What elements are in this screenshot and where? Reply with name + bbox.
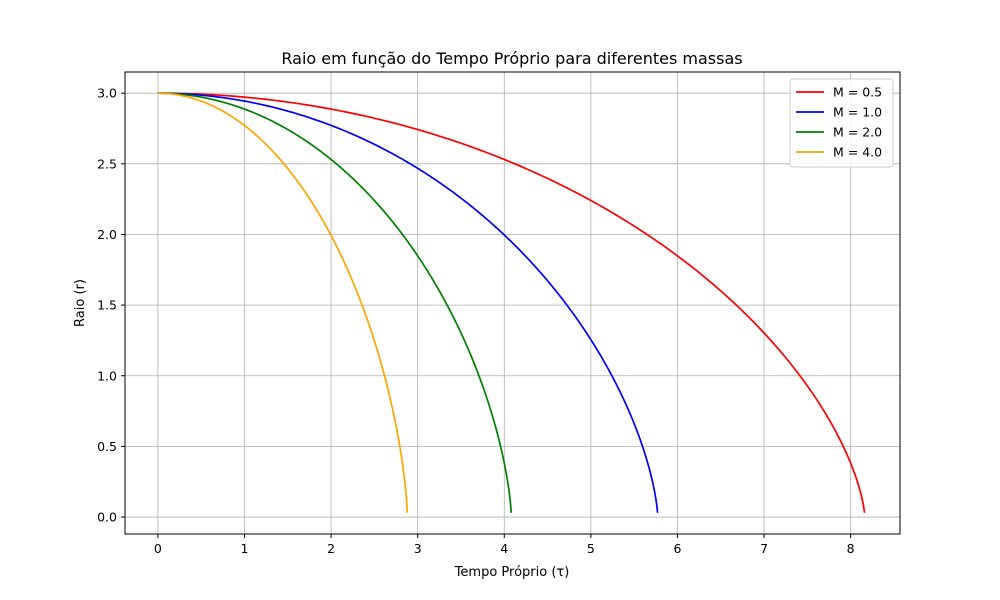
y-axis-ticks: 0.0 0.5 1.0 1.5 2.0 2.5 3.0 xyxy=(97,86,125,525)
legend-label: M = 0.5 xyxy=(833,85,882,100)
x-tick-label: 8 xyxy=(847,541,855,556)
x-tick-label: 6 xyxy=(673,541,681,556)
x-tick-label: 3 xyxy=(414,541,422,556)
series-line-m-2 xyxy=(157,92,513,513)
x-tick-label: 7 xyxy=(760,541,768,556)
x-tick-label: 1 xyxy=(241,541,249,556)
legend: M = 0.5 M = 1.0 M = 2.0 M = 4.0 xyxy=(789,78,894,168)
series-line-m-1 xyxy=(157,92,659,513)
grid-lines xyxy=(125,72,900,534)
legend-label: M = 4.0 xyxy=(833,145,882,160)
legend-box xyxy=(789,78,894,168)
series-lines xyxy=(157,92,866,513)
y-tick-label: 3.0 xyxy=(97,86,117,101)
chart-title: Raio em função do Tempo Próprio para dif… xyxy=(281,49,742,68)
y-tick-label: 0.5 xyxy=(97,439,117,454)
legend-label: M = 2.0 xyxy=(833,125,882,140)
y-tick-label: 1.5 xyxy=(97,298,117,313)
y-axis-label: Raio (r) xyxy=(73,279,88,327)
y-tick-label: 2.0 xyxy=(97,227,117,242)
x-tick-label: 2 xyxy=(327,541,335,556)
plot-frame xyxy=(124,71,901,535)
y-tick-label: 0.0 xyxy=(97,510,117,525)
legend-label: M = 1.0 xyxy=(833,105,882,120)
x-tick-label: 0 xyxy=(154,541,162,556)
x-tick-label: 5 xyxy=(587,541,595,556)
x-axis-label: Tempo Próprio (τ) xyxy=(454,565,570,580)
x-tick-label: 4 xyxy=(500,541,508,556)
y-tick-label: 2.5 xyxy=(97,156,117,171)
x-axis-ticks: 0 1 2 3 4 5 6 7 8 xyxy=(154,534,855,556)
series-line-m-0-5 xyxy=(157,92,866,513)
y-tick-label: 1.0 xyxy=(97,368,117,383)
series-line-m-4 xyxy=(157,92,409,513)
